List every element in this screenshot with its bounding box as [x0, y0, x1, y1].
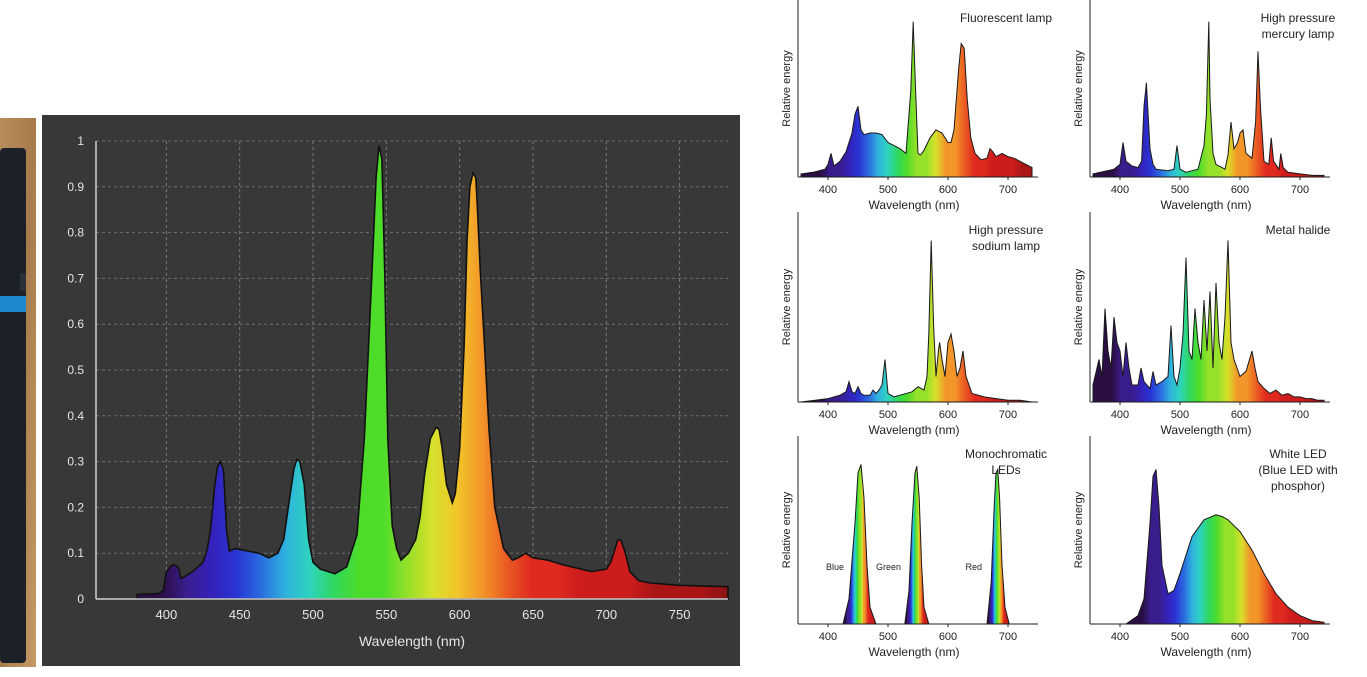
panel-x-tick-label: 700	[999, 184, 1017, 196]
panel-xlabel: Wavelength (nm)	[869, 423, 960, 437]
y-tick-label: 0.9	[67, 180, 84, 194]
x-tick-label: 450	[229, 607, 251, 622]
panel-x-tick-label: 500	[1171, 631, 1189, 643]
panel-title-line: mercury lamp	[1262, 27, 1335, 41]
spectrum-panel-5: 400 500 600 700 Wavelength (nm) Relative ener…	[781, 436, 1047, 659]
y-tick-label: 0.2	[67, 500, 84, 514]
panel-ylabel: Relative energy	[781, 268, 793, 345]
panel-title-line: High pressure	[969, 223, 1044, 237]
y-tick-label: 0.8	[67, 226, 84, 240]
panel-x-tick-label: 600	[939, 631, 957, 643]
panel-title-line: phosphor)	[1271, 479, 1325, 493]
panel-x-tick-label: 700	[1291, 631, 1309, 643]
panel-title-line: Monochromatic	[965, 447, 1047, 461]
panel-ylabel: Relative energy	[781, 50, 793, 127]
spectrum-panel-1: 400 500 600 700 Wavelength (nm) Relative ener…	[781, 0, 1052, 212]
panel-x-tick-label: 700	[999, 409, 1017, 421]
x-tick-label: 400	[156, 607, 178, 622]
panel-x-tick-label: 500	[1171, 184, 1189, 196]
y-tick-label: 0.7	[67, 271, 84, 285]
panel-x-tick-label: 500	[879, 409, 897, 421]
panel-xlabel: Wavelength (nm)	[1161, 645, 1252, 659]
panel-title-line: sodium lamp	[972, 239, 1040, 253]
panel-ylabel: Relative energy	[1073, 268, 1085, 345]
x-tick-label: 500	[302, 607, 324, 622]
panel-x-tick-label: 500	[1171, 409, 1189, 421]
x-tick-label: 700	[595, 607, 617, 622]
panel-x-tick-label: 700	[1291, 184, 1309, 196]
main-spectrum-area	[136, 145, 729, 600]
panel-spectrum-area	[842, 464, 877, 625]
panel-x-tick-label: 400	[819, 184, 837, 196]
panel-x-tick-label: 600	[939, 409, 957, 421]
panel-title-line: (Blue LED with	[1258, 463, 1337, 477]
panel-spectrum-area	[904, 465, 930, 625]
lamp-spectra-panels: 400 500 600 700 Wavelength (nm) Relative ener…	[781, 0, 1338, 659]
x-tick-labels: 400 450 500 550 600 650 700 750	[156, 607, 691, 622]
spectrum-panel-3: 400 500 600 700 Wavelength (nm) Relative ener…	[781, 212, 1044, 437]
panel-xlabel: Wavelength (nm)	[869, 198, 960, 212]
panel-x-tick-label: 500	[879, 184, 897, 196]
panel-x-tick-label: 600	[939, 184, 957, 196]
peak-label: Red	[965, 562, 982, 572]
panel-x-tick-label: 700	[999, 631, 1017, 643]
panel-spectrum-area	[800, 240, 1033, 403]
panel-ylabel: Relative energy	[1073, 491, 1085, 568]
spectrum-panel-2: 400 500 600 700 Wavelength (nm) Relative ener…	[1073, 0, 1336, 212]
panel-x-tick-label: 600	[1231, 409, 1249, 421]
x-tick-label: 650	[522, 607, 544, 622]
y-tick-label: 0	[77, 592, 84, 606]
spectrum-panel-4: 400 500 600 700 Wavelength (nm) Relative ener…	[1073, 212, 1331, 437]
x-tick-label: 550	[375, 607, 397, 622]
panel-x-tick-label: 600	[1231, 184, 1249, 196]
panel-xlabel: Wavelength (nm)	[1161, 423, 1252, 437]
panel-x-tick-label: 400	[819, 631, 837, 643]
y-tick-label: 1	[77, 134, 84, 148]
x-tick-label: 600	[449, 607, 471, 622]
y-tick-label: 0.3	[67, 455, 84, 469]
panel-xlabel: Wavelength (nm)	[1161, 198, 1252, 212]
peak-label: Blue	[826, 562, 844, 572]
panel-title-line: Fluorescent lamp	[960, 11, 1052, 25]
main-xlabel: Wavelength (nm)	[359, 633, 465, 649]
device-photo	[0, 118, 36, 667]
panel-spectrum-area	[800, 21, 1033, 178]
panel-title-line: LEDs	[991, 463, 1020, 477]
panel-ylabel: Relative energy	[781, 491, 793, 568]
x-tick-label: 750	[669, 607, 691, 622]
panel-title-line: Metal halide	[1266, 223, 1331, 237]
panel-title-line: White LED	[1269, 447, 1327, 461]
panel-x-tick-label: 400	[819, 409, 837, 421]
y-tick-label: 0.1	[67, 546, 84, 560]
panel-x-tick-label: 600	[1231, 631, 1249, 643]
panel-x-tick-label: 500	[879, 631, 897, 643]
main-spectrum-chart: 0 0.1 0.2 0.3 0.4 0.5 0.6 0.7 0.8 0.9 1 400 450 500 5…	[42, 115, 740, 666]
panel-x-tick-label: 400	[1111, 409, 1129, 421]
y-tick-label: 0.6	[67, 317, 84, 331]
panel-spectrum-area	[1092, 21, 1325, 178]
panel-spectrum-area	[1092, 240, 1325, 403]
panel-spectrum-area	[986, 467, 1010, 625]
panel-title-line: High pressure	[1261, 11, 1336, 25]
y-tick-label: 0.5	[67, 363, 84, 377]
panel-x-tick-label: 400	[1111, 631, 1129, 643]
y-tick-label: 0.4	[67, 409, 84, 423]
panel-x-tick-label: 700	[1291, 409, 1309, 421]
panel-x-tick-label: 400	[1111, 184, 1129, 196]
spectrum-panel-6: 400 500 600 700 Wavelength (nm) Relative ener…	[1073, 436, 1338, 659]
panel-ylabel: Relative energy	[1073, 50, 1085, 127]
panel-spectrum-area	[1124, 469, 1325, 625]
y-tick-labels: 0 0.1 0.2 0.3 0.4 0.5 0.6 0.7 0.8 0.9 1	[67, 134, 84, 606]
peak-label: Green	[876, 562, 901, 572]
panel-xlabel: Wavelength (nm)	[869, 645, 960, 659]
